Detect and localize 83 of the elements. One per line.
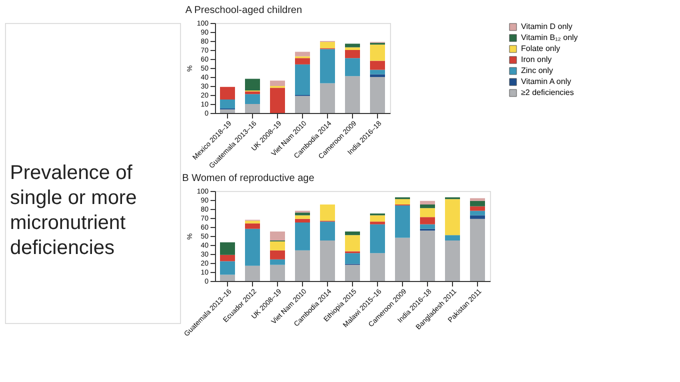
chart-title: B Women of reproductive age xyxy=(182,173,315,184)
bar xyxy=(295,64,310,95)
legend-label: Zinc only xyxy=(521,66,554,75)
bar xyxy=(245,104,260,113)
bar xyxy=(220,100,235,108)
legend-label: Vitamin A only xyxy=(521,77,572,86)
bar xyxy=(470,200,485,206)
bar xyxy=(295,215,310,219)
bar xyxy=(370,60,385,70)
bar xyxy=(220,109,235,113)
bar xyxy=(420,217,435,224)
bar xyxy=(295,250,310,281)
bar xyxy=(370,224,385,254)
bar xyxy=(320,83,335,113)
bar xyxy=(220,242,235,255)
bar xyxy=(270,232,285,240)
bar xyxy=(320,204,335,221)
bar xyxy=(420,204,435,208)
bar xyxy=(420,200,435,204)
bar xyxy=(270,259,285,265)
bar xyxy=(470,215,485,219)
bar xyxy=(245,266,260,281)
bar xyxy=(270,264,285,281)
bar xyxy=(445,235,460,240)
bar xyxy=(470,206,485,211)
bar xyxy=(420,208,435,218)
text: Prevalence of single or more micronutrient deficiencies xyxy=(10,162,137,259)
bar xyxy=(245,78,260,90)
chart-title: A Preschool-aged children xyxy=(185,5,302,16)
bar xyxy=(245,220,260,224)
bar xyxy=(470,198,485,201)
legend-label: Iron only xyxy=(521,55,552,64)
bar xyxy=(345,235,360,252)
legend-label: Vitamin D only xyxy=(521,22,572,31)
bar xyxy=(270,250,285,260)
bar xyxy=(270,80,285,86)
bar xyxy=(245,94,260,104)
bar xyxy=(345,47,360,50)
bar xyxy=(245,91,260,94)
bar xyxy=(420,230,435,281)
bar xyxy=(470,210,485,216)
bar xyxy=(220,254,235,262)
bar xyxy=(320,240,335,281)
bar xyxy=(370,77,385,113)
bar xyxy=(370,44,385,61)
bar xyxy=(295,222,310,250)
bar xyxy=(395,205,410,238)
bar xyxy=(295,218,310,222)
legend-label: Vitamin B₁₂ only xyxy=(521,33,578,42)
bar xyxy=(220,274,235,281)
bar xyxy=(295,212,310,216)
bar xyxy=(420,224,435,229)
bar xyxy=(370,222,385,224)
bar xyxy=(470,218,485,281)
bar xyxy=(445,240,460,281)
bar xyxy=(295,52,310,56)
bar xyxy=(270,88,285,113)
bar xyxy=(395,199,410,204)
bar xyxy=(345,50,360,58)
bar xyxy=(295,96,310,113)
bar xyxy=(370,215,385,222)
bar xyxy=(245,223,260,229)
bar xyxy=(270,241,285,250)
bar xyxy=(345,44,360,48)
bar xyxy=(370,253,385,281)
legend-label: ≥2 deficiencies xyxy=(521,88,574,97)
bar xyxy=(345,232,360,236)
bar xyxy=(320,49,335,84)
bar xyxy=(345,58,360,76)
legend-label: Folate only xyxy=(521,44,560,53)
bar xyxy=(345,264,360,281)
bar xyxy=(445,199,460,236)
bar xyxy=(345,253,360,264)
bar xyxy=(220,86,235,100)
bar xyxy=(295,58,310,64)
bar xyxy=(395,238,410,281)
bar xyxy=(370,70,385,74)
bar xyxy=(320,222,335,240)
bar xyxy=(245,228,260,266)
bar xyxy=(320,42,335,48)
bar xyxy=(370,74,385,77)
bar xyxy=(220,261,235,275)
bar xyxy=(345,76,360,113)
